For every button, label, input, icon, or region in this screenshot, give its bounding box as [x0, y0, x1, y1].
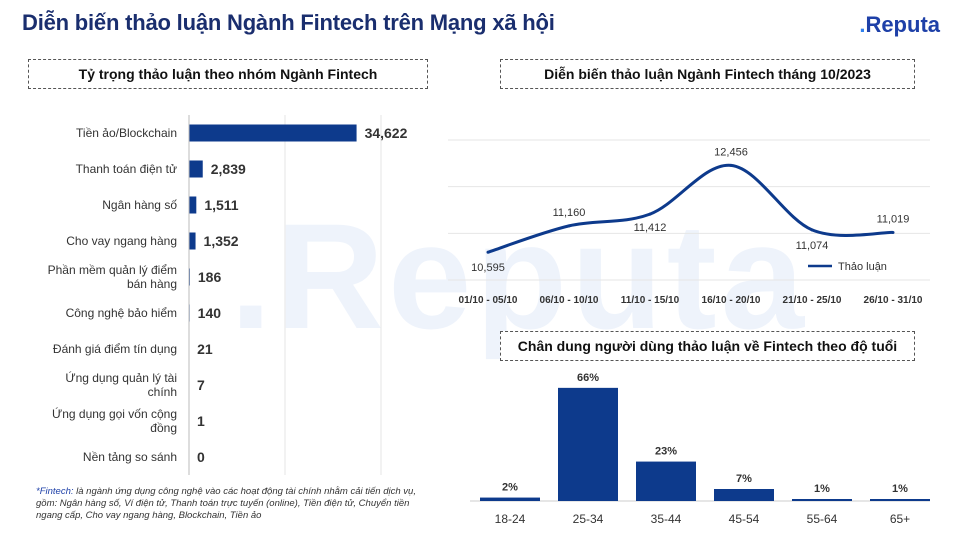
line-x-tick-label: 11/10 - 15/10 — [621, 295, 680, 306]
hbar-category-line: Nền tảng so sánh — [83, 450, 177, 464]
hbar-chart: 34,622 Tiền ảo/Blockchain 2,839 Thanh toán … — [48, 115, 408, 475]
hbar-chart-title: Tỷ trọng thảo luận theo nhóm Ngành Finte… — [28, 59, 428, 89]
line-chart-title: Diễn biến thảo luận Ngành Fintech tháng … — [500, 59, 915, 89]
hbar-category-line: đồng — [150, 421, 177, 435]
age-data-label: 1% — [892, 483, 908, 495]
line-point — [567, 224, 571, 228]
age-bar — [480, 497, 540, 501]
line-chart: 10,595 01/10 - 05/10 11,160 06/10 - 10/10 11… — [448, 139, 930, 306]
hbar-category-line: Tiền ảo/Blockchain — [76, 126, 177, 140]
line-data-label: 12,456 — [714, 146, 748, 158]
line-x-tick-label: 06/10 - 10/10 — [540, 295, 599, 306]
age-data-label: 23% — [655, 446, 677, 458]
age-bar — [714, 489, 774, 501]
hbar-value-label: 2,839 — [211, 161, 246, 177]
hbar-category-line: Phần mềm quản lý điểm — [48, 263, 177, 277]
age-bar — [558, 387, 618, 501]
age-x-tick-label: 55-64 — [807, 512, 838, 526]
age-x-tick-label: 65+ — [890, 512, 910, 526]
line-point — [891, 230, 895, 234]
line-point — [648, 212, 652, 216]
hbar-category-line: bán hàng — [127, 277, 177, 291]
hbar-value-label: 34,622 — [365, 125, 408, 141]
hbar-category-label: Ứng dụng quản lý tài chính — [65, 370, 177, 399]
hbar-category-label: Đánh giá điểm tín dụng — [53, 342, 177, 356]
age-bar — [870, 499, 930, 501]
line-legend-label: Thảo luận — [838, 261, 887, 273]
line-data-label: 10,595 — [471, 262, 505, 274]
age-data-label: 66% — [577, 372, 599, 384]
hbar-category-line: Ứng dụng gọi vốn cộng — [52, 406, 177, 421]
age-x-tick-label: 18-24 — [495, 512, 526, 526]
footnote-text: là ngành ứng dụng công nghệ vào các hoạt… — [36, 486, 416, 521]
hbar-category-label: Cho vay ngang hàng — [66, 234, 177, 248]
hbar-category-label: Ứng dụng gọi vốn cộng đồng — [52, 406, 177, 435]
hbar-value-label: 1 — [197, 413, 205, 429]
hbar-category-line: Ứng dụng quản lý tài — [65, 370, 177, 385]
age-x-tick-label: 45-54 — [729, 512, 760, 526]
line-data-label: 11,412 — [634, 222, 667, 234]
age-x-tick-label: 25-34 — [573, 512, 604, 526]
hbar-category-label: Ngân hàng số — [102, 198, 177, 212]
hbar-category-label: Phần mềm quản lý điểm bán hàng — [48, 263, 177, 291]
hbar-bar — [189, 124, 357, 142]
age-x-tick-label: 35-44 — [651, 512, 682, 526]
line-x-tick-label: 16/10 - 20/10 — [702, 295, 761, 306]
line-data-label: 11,019 — [877, 213, 910, 225]
hbar-bar — [189, 232, 196, 250]
age-data-label: 2% — [502, 482, 518, 494]
line-data-label: 11,160 — [553, 207, 586, 219]
footnote-term: *Fintech: — [36, 486, 74, 497]
line-x-tick-label: 21/10 - 25/10 — [783, 295, 842, 306]
brand-logo: .Reputa — [859, 12, 940, 38]
hbar-category-line: chính — [148, 385, 177, 399]
hbar-value-label: 1,511 — [204, 197, 238, 213]
line-data-label: 11,074 — [796, 240, 829, 252]
logo-text: Reputa — [865, 12, 940, 37]
hbar-value-label: 140 — [198, 305, 222, 321]
hbar-category-line: Cho vay ngang hàng — [66, 234, 177, 248]
hbar-value-label: 7 — [197, 377, 205, 393]
line-point — [486, 250, 490, 254]
line-x-tick-label: 01/10 - 05/10 — [459, 295, 518, 306]
hbar-bar — [189, 160, 203, 178]
logo-dot: . — [859, 12, 866, 37]
line-x-tick-label: 26/10 - 31/10 — [864, 295, 923, 306]
hbar-category-line: Đánh giá điểm tín dụng — [53, 342, 177, 356]
hbar-category-line: Thanh toán điện tử — [76, 162, 177, 176]
line-point — [810, 228, 814, 232]
age-bar-chart: 2% 18-24 66% 25-34 23% 35-44 7% 45-54 1% 55-64 1% 6… — [470, 372, 930, 526]
hbar-value-label: 0 — [197, 449, 205, 465]
age-data-label: 1% — [814, 483, 830, 495]
hbar-value-label: 186 — [198, 269, 222, 285]
hbar-bar — [189, 196, 197, 214]
page-title: Diễn biến thảo luận Ngành Fintech trên M… — [22, 10, 555, 35]
age-bar — [792, 499, 852, 501]
footnote: *Fintech: là ngành ứng dụng công nghệ và… — [36, 486, 426, 522]
hbar-value-label: 1,352 — [204, 233, 239, 249]
hbar-value-label: 21 — [197, 341, 213, 357]
hbar-category-line: Công nghệ bảo hiểm — [66, 306, 177, 320]
hbar-category-line: Ngân hàng số — [102, 198, 177, 212]
hbar-category-label: Tiền ảo/Blockchain — [76, 126, 177, 140]
line-point — [729, 163, 733, 167]
age-chart-title: Chân dung người dùng thảo luận về Fintec… — [500, 331, 915, 361]
age-data-label: 7% — [736, 473, 752, 485]
hbar-category-label: Thanh toán điện tử — [76, 162, 177, 176]
hbar-category-label: Nền tảng so sánh — [83, 450, 177, 464]
line-series-thao-luan — [487, 163, 894, 254]
age-bar — [636, 461, 696, 501]
hbar-category-label: Công nghệ bảo hiểm — [66, 306, 177, 320]
